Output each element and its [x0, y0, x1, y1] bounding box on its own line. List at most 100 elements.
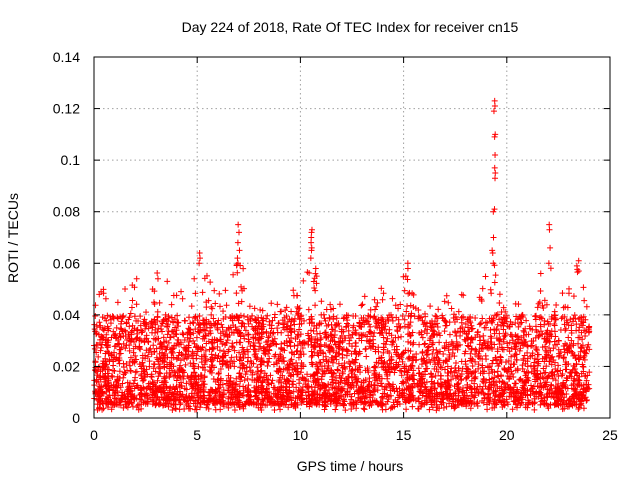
- data-point: [364, 318, 371, 325]
- data-point: [154, 314, 161, 321]
- data-point: [105, 327, 112, 334]
- y-tick-label: 0: [72, 410, 80, 426]
- data-point: [522, 338, 529, 345]
- data-point: [415, 365, 422, 372]
- data-point: [236, 356, 243, 363]
- data-point: [463, 374, 470, 381]
- data-point: [131, 358, 138, 365]
- data-point: [570, 377, 577, 384]
- data-point: [171, 316, 178, 323]
- data-point: [476, 341, 483, 348]
- data-point: [330, 316, 337, 323]
- data-point: [173, 356, 180, 363]
- data-point: [220, 308, 227, 315]
- data-point: [327, 331, 334, 338]
- data-point: [113, 324, 120, 331]
- data-point: [143, 309, 150, 316]
- data-point: [286, 370, 293, 377]
- data-point: [314, 365, 321, 372]
- data-point: [236, 229, 243, 236]
- data-point: [183, 401, 190, 408]
- data-point: [335, 360, 342, 367]
- data-point: [190, 337, 197, 344]
- data-point: [431, 365, 438, 372]
- data-point: [323, 306, 330, 313]
- data-point: [294, 347, 301, 354]
- data-point: [277, 353, 284, 360]
- data-point: [506, 323, 513, 330]
- data-point: [133, 335, 140, 342]
- data-point: [454, 328, 461, 335]
- data-point: [311, 371, 318, 378]
- data-point: [217, 366, 224, 373]
- data-point: [245, 331, 252, 338]
- data-point: [332, 353, 339, 360]
- data-point: [492, 175, 499, 182]
- data-point: [581, 297, 588, 304]
- data-point: [249, 376, 256, 383]
- data-point: [491, 164, 498, 171]
- data-point: [355, 375, 362, 382]
- data-point: [461, 336, 468, 343]
- data-point: [346, 400, 353, 407]
- data-point: [444, 363, 451, 370]
- data-point: [231, 347, 238, 354]
- data-point: [294, 292, 301, 299]
- x-tick-label: 0: [90, 427, 98, 443]
- data-point: [583, 350, 590, 357]
- data-point: [482, 383, 489, 390]
- data-point: [126, 380, 133, 387]
- data-point: [243, 368, 250, 375]
- data-point: [430, 339, 437, 346]
- data-point: [158, 341, 165, 348]
- data-point: [504, 340, 511, 347]
- data-point: [378, 354, 385, 361]
- data-point: [223, 302, 230, 309]
- data-point: [537, 314, 544, 321]
- data-point: [329, 384, 336, 391]
- data-point: [535, 300, 542, 307]
- data-point: [472, 315, 479, 322]
- data-point: [295, 354, 302, 361]
- data-point: [321, 329, 328, 336]
- data-point: [398, 333, 405, 340]
- data-point: [282, 307, 289, 314]
- data-point: [519, 396, 526, 403]
- data-point: [506, 339, 513, 346]
- data-point: [464, 324, 471, 331]
- data-point: [512, 340, 519, 347]
- data-point: [524, 343, 531, 350]
- data-point: [239, 320, 246, 327]
- data-point: [557, 326, 564, 333]
- data-point: [552, 365, 559, 372]
- data-point: [496, 378, 503, 385]
- data-point: [586, 346, 593, 353]
- data-point: [547, 265, 554, 272]
- data-point: [214, 343, 221, 350]
- data-point: [120, 364, 127, 371]
- data-point: [209, 346, 216, 353]
- data-point: [488, 341, 495, 348]
- data-point: [118, 344, 125, 351]
- data-point: [317, 330, 324, 337]
- data-point: [100, 286, 107, 293]
- data-point: [152, 368, 159, 375]
- data-point: [213, 337, 220, 344]
- data-point: [557, 367, 564, 374]
- data-point: [154, 275, 161, 282]
- data-point: [275, 357, 282, 364]
- data-point: [451, 353, 458, 360]
- data-point: [573, 369, 580, 376]
- data-point: [156, 299, 163, 306]
- data-point: [269, 377, 276, 384]
- data-point: [443, 292, 450, 299]
- data-point: [93, 323, 100, 330]
- data-point: [472, 346, 479, 353]
- data-point: [274, 301, 281, 308]
- data-point: [308, 348, 315, 355]
- data-point: [143, 332, 150, 339]
- data-point: [212, 406, 219, 413]
- data-point: [389, 314, 396, 321]
- data-point: [133, 275, 140, 282]
- x-axis-label: GPS time / hours: [297, 458, 404, 474]
